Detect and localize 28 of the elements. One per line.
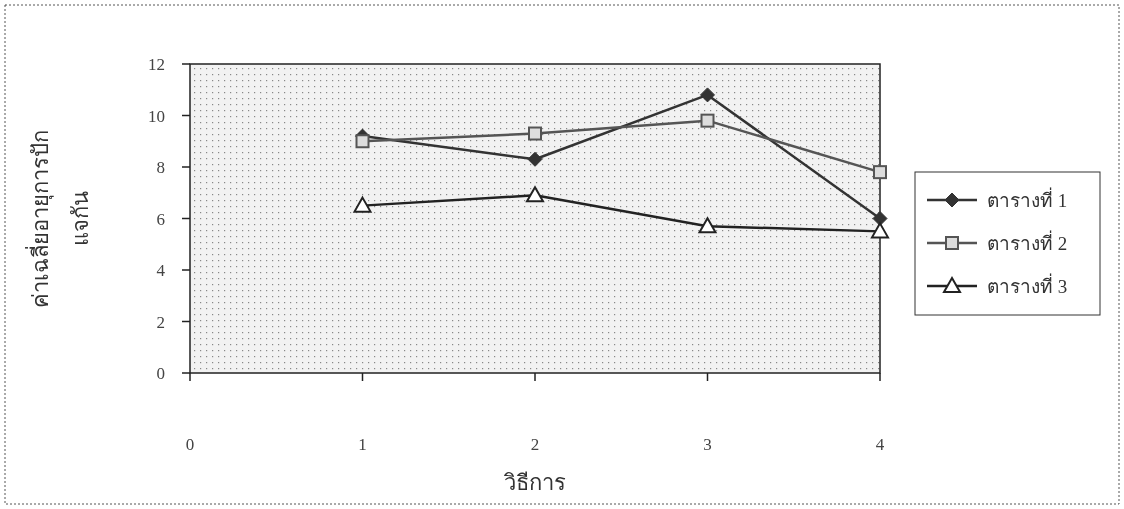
point bbox=[527, 151, 543, 167]
point bbox=[700, 113, 715, 128]
point bbox=[873, 165, 887, 180]
x-tick-label: 4 bbox=[875, 435, 885, 454]
point bbox=[353, 196, 372, 213]
y-tick-label: 4 bbox=[156, 261, 166, 280]
point bbox=[872, 211, 888, 226]
x-axis-title: วิธีการ bbox=[503, 470, 566, 495]
legend-label: ตารางที่ 1 bbox=[987, 187, 1068, 211]
x-tick-label: 1 bbox=[358, 435, 367, 454]
point bbox=[528, 126, 542, 141]
point bbox=[526, 186, 544, 203]
y-tick-label: 10 bbox=[148, 106, 165, 126]
y-tick-label: 8 bbox=[156, 158, 165, 177]
point bbox=[871, 222, 889, 239]
point bbox=[698, 217, 717, 234]
y-tick-label: 2 bbox=[156, 312, 165, 332]
legend-label: ตารางที่ 3 bbox=[987, 273, 1068, 297]
legend-label: ตารางที่ 2 bbox=[987, 230, 1068, 254]
point bbox=[700, 87, 715, 103]
y-axis-title: ค่าเฉลี่ยอายุการปัก แจกัน bbox=[25, 129, 93, 308]
x-tick-label: 2 bbox=[530, 435, 540, 454]
point bbox=[355, 134, 370, 149]
y-tick-label: 0 bbox=[156, 364, 165, 383]
x-tick-label: 0 bbox=[185, 435, 195, 454]
y-tick-label: 12 bbox=[148, 55, 165, 74]
y-tick-label: 6 bbox=[156, 209, 165, 229]
x-tick-label: 3 bbox=[703, 435, 712, 454]
